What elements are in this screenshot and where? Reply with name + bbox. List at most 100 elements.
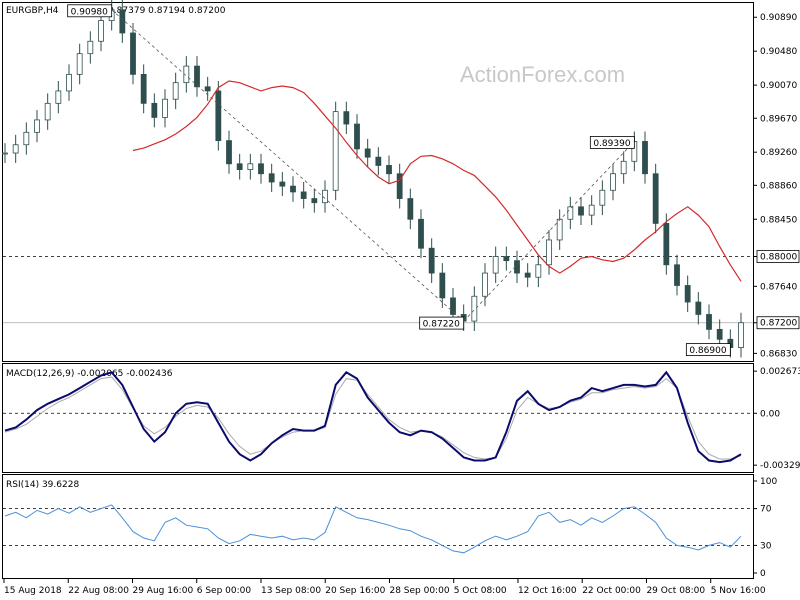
- macd-panel-frame: [2, 363, 754, 473]
- price-candle-body: [55, 90, 62, 104]
- panel-frames: [2, 2, 754, 579]
- price-candle-body: [183, 65, 190, 84]
- price-candle-body: [66, 73, 72, 92]
- price-candle-body: [332, 111, 339, 191]
- rsi-title: RSI(14) 39.6228: [6, 480, 79, 490]
- price-candle-body: [439, 272, 446, 299]
- price-candle-body: [162, 98, 168, 118]
- price-candle-body: [567, 206, 574, 220]
- price-candle-body: [300, 191, 307, 199]
- price-candle-body: [471, 295, 478, 322]
- price-candle-body: [418, 218, 424, 249]
- price-candle-body: [76, 53, 83, 75]
- price-axis-tick-label: 0.90480: [760, 47, 797, 57]
- x-tick-label: 5 Oct 08:00: [454, 586, 507, 596]
- rsi-grid: [3, 508, 753, 546]
- x-tick-label: 12 Oct 16:00: [518, 586, 577, 596]
- price-axis-tick-label: 0.89670: [760, 114, 797, 124]
- x-tick-label: 13 Sep 08:00: [261, 586, 321, 596]
- rsi-axis-tick-label: 0: [760, 569, 766, 579]
- x-tick-label: 28 Sep 00:00: [389, 586, 449, 596]
- price-candle-body: [204, 86, 211, 92]
- price-candle-body: [642, 141, 648, 175]
- macd-y-axis: 0.002673 0.00 -0.003293: [753, 367, 800, 471]
- price-candle-body: [620, 160, 627, 175]
- price-axis-tick-label: 0.87640: [760, 282, 797, 292]
- chart-ohlc: 0.87226 0.87379 0.87194 0.87200: [68, 6, 226, 16]
- price-candle-body: [322, 189, 328, 204]
- macd-axis-tick-label: -0.003293: [760, 461, 800, 471]
- x-tick-label: 29 Oct 08:00: [646, 586, 705, 596]
- price-candle-body: [375, 156, 382, 166]
- rsi-line: [4, 504, 742, 554]
- price-candle-body: [130, 32, 136, 75]
- rsi-axis-tick-label: 100: [760, 477, 777, 487]
- price-candle-body: [44, 102, 51, 121]
- price-candle-body: [450, 297, 456, 315]
- price-candle-body: [610, 173, 616, 191]
- price-candle-body: [386, 165, 392, 175]
- price-lines: [111, 9, 742, 322]
- moving-average-line: [132, 80, 742, 282]
- price-candle-body: [407, 198, 414, 220]
- price-candle-body: [503, 256, 510, 262]
- price-marker-box: [756, 250, 800, 263]
- trend-dashed-line: [463, 141, 635, 322]
- price-annotation-label: 0.89390: [593, 139, 630, 149]
- price-annotation-box: [67, 4, 113, 18]
- price-candle-body: [2, 152, 8, 155]
- price-candle-body: [247, 163, 254, 170]
- price-axis-tick-label: 0.90070: [760, 81, 797, 91]
- price-marker-box: [756, 316, 800, 330]
- rsi-lines: [4, 504, 742, 554]
- price-candle-body: [151, 102, 158, 118]
- macd-lines: [4, 370, 742, 464]
- macd-axis-tick-label: 0.002673: [760, 367, 800, 377]
- price-annotation-box: [419, 316, 465, 330]
- price-candle-body: [524, 272, 531, 278]
- price-annotation-box: [589, 136, 635, 149]
- trend-dashed-line: [111, 9, 464, 322]
- price-candles: [2, 0, 744, 358]
- price-grid: [3, 256, 753, 324]
- macd-title: MACD(12,26,9) -0.002065 -0.002436: [6, 369, 173, 379]
- rsi-axis-tick-label: 30: [760, 541, 772, 551]
- rsi-axis-tick-label: 70: [760, 505, 772, 515]
- x-tick-label: 15 Aug 2018: [4, 586, 62, 596]
- price-candle-body: [290, 185, 296, 193]
- price-annotation-box: [685, 343, 731, 356]
- price-candle-body: [652, 173, 659, 224]
- price-candle-body: [258, 163, 264, 175]
- x-tick-label: 22 Aug 08:00: [68, 586, 129, 596]
- price-candle-body: [663, 222, 670, 266]
- price-marker-label: 0.88000: [760, 253, 797, 263]
- price-annotation-label: 0.86900: [689, 346, 726, 356]
- price-candle-body: [34, 119, 40, 133]
- price-axis-tick-label: 0.89260: [760, 148, 797, 158]
- macd-main-line: [4, 370, 742, 464]
- price-candle-body: [194, 65, 200, 88]
- price-marker-label: 0.87200: [760, 319, 797, 329]
- watermark: ActionForex.com: [460, 62, 625, 87]
- price-candle-body: [354, 123, 360, 150]
- price-candle-body: [98, 20, 104, 42]
- price-candle-body: [674, 264, 680, 286]
- chart-symbol: EURGBP,H4: [6, 6, 59, 16]
- macd-axis-tick-label: 0.00: [760, 409, 780, 419]
- price-candle-body: [226, 140, 232, 165]
- price-candle-body: [599, 189, 606, 206]
- rsi-panel-frame: [2, 474, 754, 579]
- price-candle-body: [343, 111, 350, 125]
- price-candle-body: [396, 173, 403, 199]
- price-candle-body: [236, 163, 243, 170]
- price-axis-tick-label: 0.86830: [760, 349, 797, 359]
- price-candle-body: [140, 73, 147, 104]
- price-axis-tick-label: 0.88860: [760, 181, 797, 191]
- x-tick-label: 22 Oct 00:00: [582, 586, 641, 596]
- price-candle-body: [279, 181, 286, 187]
- price-candle-body: [578, 206, 584, 216]
- price-candle-body: [684, 285, 691, 303]
- price-candle-body: [535, 264, 542, 278]
- price-candle-body: [492, 256, 499, 274]
